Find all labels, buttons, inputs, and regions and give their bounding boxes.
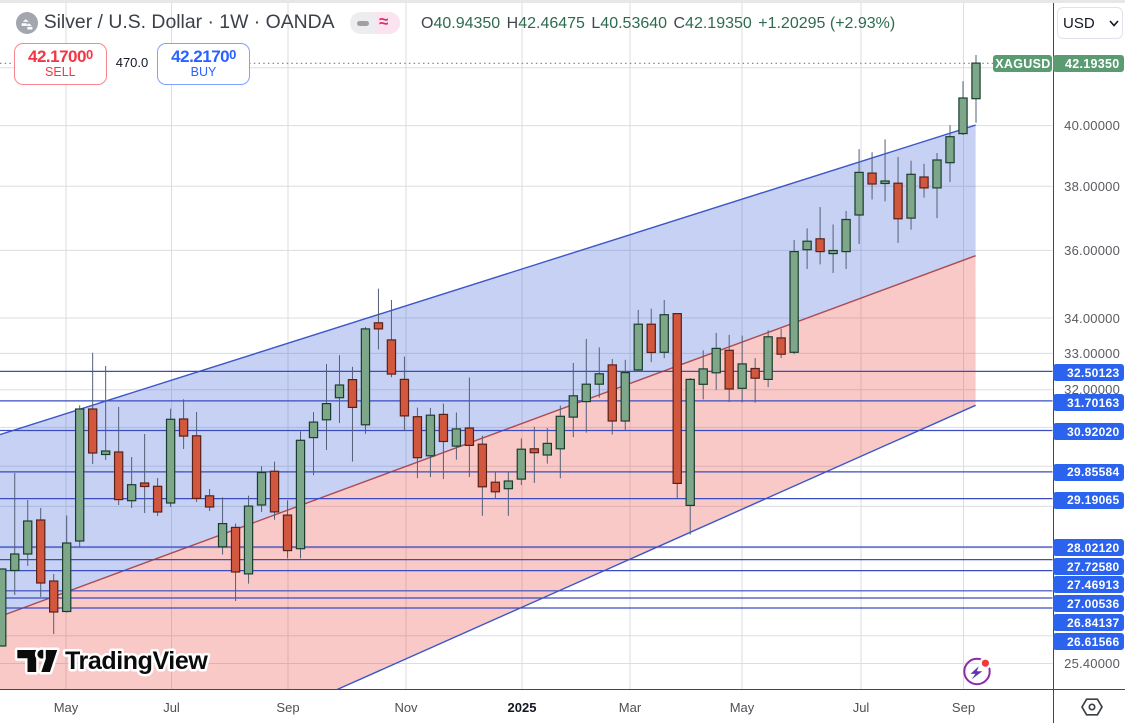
- svg-text:TradingView: TradingView: [65, 647, 208, 675]
